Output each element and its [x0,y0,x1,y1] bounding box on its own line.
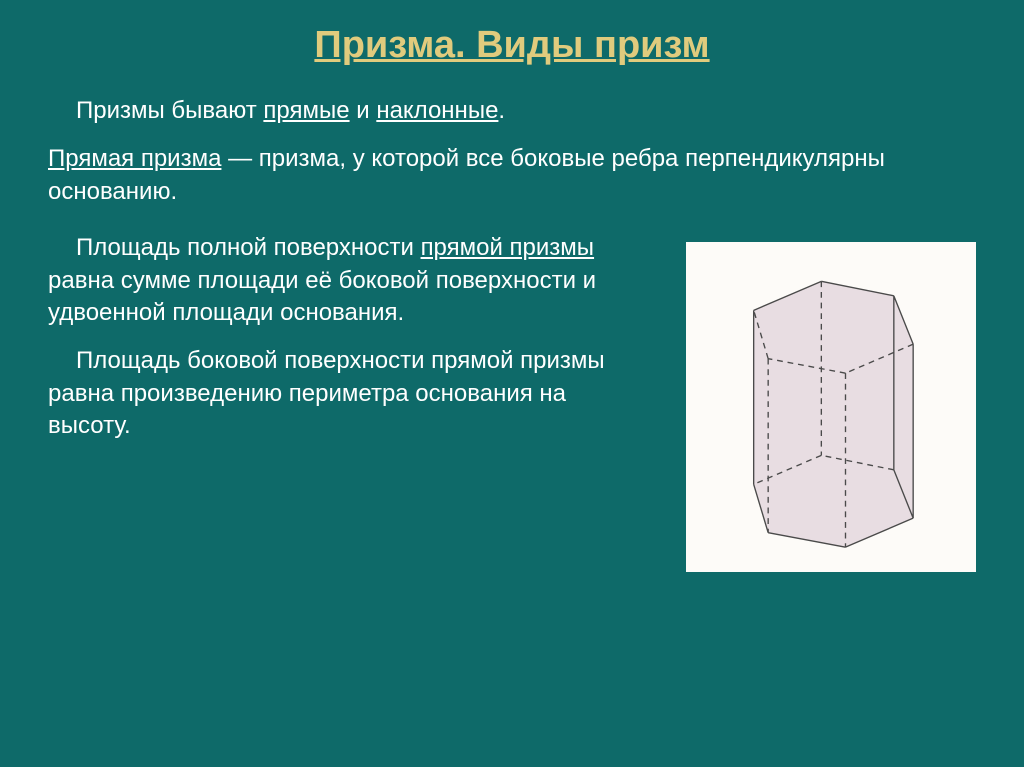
text-fragment: и [350,97,377,124]
underline-straight: прямые [263,97,349,124]
lower-content-row: Площадь полной поверхности прямой призмы… [48,232,976,572]
paragraph-intro: Призмы бывают прямые и наклонные. [48,95,976,127]
paragraph-lateral-surface: Площадь боковой поверхности прямой призм… [48,345,654,442]
text-column: Площадь полной поверхности прямой призмы… [48,232,654,458]
prism-svg [686,242,976,572]
paragraph-full-surface: Площадь полной поверхности прямой призмы… [48,232,654,329]
underline-straight-prism-2: прямой призмы [421,234,595,261]
text-fragment: Призмы бывают [76,97,263,124]
text-fragment: . [498,97,505,124]
prism-figure [686,242,976,572]
slide: Призма. Виды призм Призмы бывают прямые … [0,0,1024,767]
paragraph-definition: Прямая призма — призма, у которой все бо… [48,143,976,208]
text-fragment: Площадь полной поверхности [76,234,421,261]
text-fragment: равна сумме площади её боковой поверхнос… [48,267,596,326]
underline-oblique: наклонные [376,97,498,124]
underline-straight-prism: Прямая призма [48,145,221,172]
slide-title: Призма. Виды призм [48,24,976,67]
